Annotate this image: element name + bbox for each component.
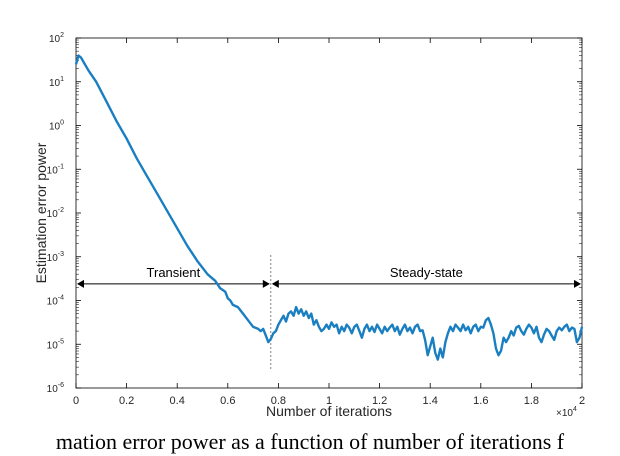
transient-label: Transient [147,265,201,280]
x-axis-label: Number of iterations [266,403,392,419]
x-axis: 0 0.2 0.4 0.6 0.8 1 1.2 1.4 1.6 1.8 2 [73,38,585,407]
y-tick-label: 10-3 [47,251,64,264]
steady-arrowhead-right [574,279,581,288]
steady-state-label: Steady-state [390,265,463,280]
x-tick-label: 0.6 [220,395,235,407]
x-tick-label: 1.2 [372,395,387,407]
y-tick-exp: -3 [58,251,64,258]
y-tick-exp: -4 [58,295,64,302]
y-tick-base: 10 [49,122,61,133]
y-tick-label: 102 [49,32,64,45]
y-tick-exp: -2 [58,207,64,214]
y-tick-base: 10 [47,384,59,395]
x-tick-label: 1 [326,395,332,407]
y-tick-base: 10 [47,340,59,351]
y-tick-exp: 1 [60,76,64,83]
y-tick-exp: 0 [60,120,64,127]
y-tick-base: 10 [47,209,59,220]
y-axis-label: Estimation error power [33,142,49,283]
x-tick-label: 0.2 [119,395,134,407]
y-tick-base: 10 [47,253,59,264]
y-tick-label: 10-2 [47,207,64,220]
y-tick-label: 10-1 [47,163,64,176]
annotations: Transient Steady-state [77,255,581,371]
error-power-line [74,54,584,361]
y-tick-exp: 2 [60,32,64,39]
y-tick-base: 10 [47,165,59,176]
x-tick-label: 2 [579,395,585,407]
y-tick-label: 10-4 [47,295,64,308]
y-tick-exp: -5 [58,338,64,345]
y-tick-label: 101 [49,76,64,89]
x-tick-label: 0.4 [170,395,185,407]
x-tick-label: 0.8 [271,395,286,407]
x-tick-label: 0 [73,395,79,407]
x-tick-label: 1.6 [473,395,488,407]
plot-area [75,37,583,389]
y-tick-base: 10 [49,34,61,45]
figure-caption: mation error power as a function of numb… [55,429,565,454]
x-multiplier-base: ×10 [556,408,573,419]
y-tick-base: 10 [49,78,61,89]
y-tick-exp: -1 [58,163,64,170]
x-axis-multiplier: ×104 [556,406,577,419]
y-tick-label: 10-5 [47,338,64,351]
y-tick-exp: -6 [58,382,64,389]
x-multiplier-exp: 4 [573,406,577,413]
x-tick-label: 1.4 [423,395,438,407]
y-tick-label: 100 [49,120,64,133]
y-tick-base: 10 [47,297,59,308]
transient-arrowhead-left [77,279,84,288]
steady-arrowhead-left [271,279,279,288]
y-tick-label: 10-6 [47,382,64,395]
series-group [74,54,584,361]
transient-arrowhead-right [262,279,270,288]
x-tick-label: 1.8 [524,395,539,407]
